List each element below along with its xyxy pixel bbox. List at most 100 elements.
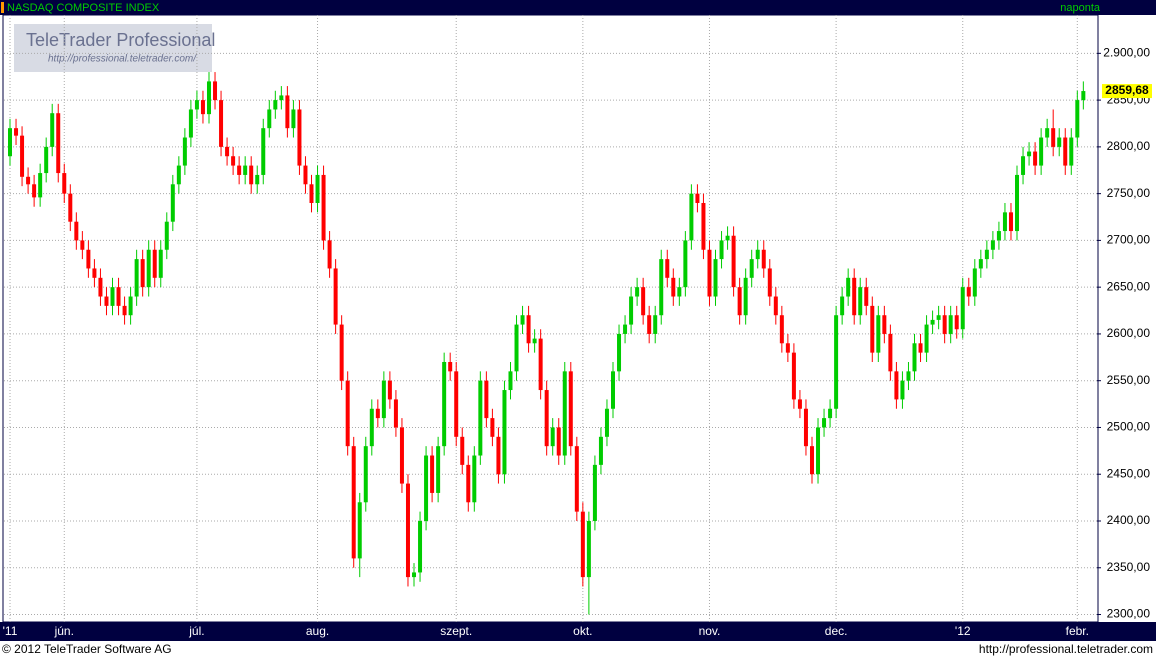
candle-body bbox=[568, 371, 573, 447]
candle-body bbox=[206, 81, 211, 115]
candle-body bbox=[490, 418, 495, 437]
candle-body bbox=[146, 249, 151, 288]
candle-body bbox=[870, 305, 875, 353]
candle-body bbox=[876, 315, 881, 353]
candle-body bbox=[1039, 137, 1044, 166]
candle-body bbox=[1051, 128, 1056, 147]
candle-body bbox=[285, 95, 290, 129]
y-tick-label: 2750,00 bbox=[1107, 186, 1151, 200]
candle-body bbox=[182, 137, 187, 166]
candle-body bbox=[936, 315, 941, 320]
candle-body bbox=[327, 240, 332, 269]
candle-body bbox=[906, 371, 911, 381]
candle-body bbox=[1057, 137, 1062, 147]
candle-body bbox=[840, 296, 845, 316]
last-value-label: 2859,68 bbox=[1105, 83, 1149, 97]
x-tick-label: jún. bbox=[54, 624, 74, 638]
candle-body bbox=[1033, 151, 1038, 166]
candle-body bbox=[689, 193, 694, 241]
candle-body bbox=[375, 408, 380, 419]
candle-body bbox=[303, 165, 308, 185]
candle-body bbox=[701, 202, 706, 250]
candle-body bbox=[454, 371, 459, 437]
candle-body bbox=[478, 380, 483, 456]
top-bar bbox=[0, 0, 1156, 15]
footer-right: http://professional.teletrader.com bbox=[979, 642, 1153, 656]
candle-body bbox=[1021, 156, 1026, 175]
candle-body bbox=[194, 100, 199, 110]
candle-body bbox=[894, 371, 899, 400]
candle-body bbox=[164, 221, 169, 250]
candle-body bbox=[954, 315, 959, 330]
candle-body bbox=[122, 305, 127, 316]
candle-body bbox=[472, 455, 477, 503]
y-tick-label: 2500,00 bbox=[1107, 420, 1151, 434]
footer-left: © 2012 TeleTrader Software AG bbox=[2, 642, 172, 656]
candle-body bbox=[369, 408, 374, 447]
candle-body bbox=[134, 259, 139, 297]
candle-body bbox=[128, 296, 133, 316]
candle-body bbox=[809, 446, 814, 475]
y-tick-label: 2450,00 bbox=[1107, 466, 1151, 480]
candle-body bbox=[170, 184, 175, 222]
candle-body bbox=[393, 399, 398, 428]
candle-body bbox=[26, 176, 31, 185]
grid bbox=[4, 15, 1101, 622]
candles bbox=[8, 72, 1086, 615]
candle-body bbox=[68, 193, 73, 222]
x-tick-label: szept. bbox=[440, 624, 472, 638]
y-tick-label: 2650,00 bbox=[1107, 279, 1151, 293]
candle-body bbox=[924, 324, 929, 353]
candle-body bbox=[466, 464, 471, 503]
candle-body bbox=[448, 361, 453, 372]
candle-body bbox=[460, 436, 465, 465]
candle-body bbox=[56, 113, 61, 174]
candle-body bbox=[978, 259, 983, 269]
candle-body bbox=[50, 113, 55, 147]
candle-body bbox=[418, 520, 423, 573]
candle-body bbox=[822, 418, 827, 428]
candle-body bbox=[526, 315, 531, 344]
candle-body bbox=[653, 315, 658, 334]
candle-body bbox=[580, 511, 585, 578]
candle-body bbox=[972, 268, 977, 297]
candle-body bbox=[363, 446, 368, 503]
y-tick-label: 2.900,00 bbox=[1103, 46, 1150, 60]
candle-body bbox=[297, 109, 302, 166]
candle-body bbox=[544, 390, 549, 447]
candle-body bbox=[249, 165, 254, 185]
candle-body bbox=[779, 315, 784, 344]
candle-body bbox=[834, 315, 839, 409]
candle-body bbox=[816, 427, 821, 475]
chart-title: NASDAQ COMPOSITE INDEX bbox=[7, 2, 160, 14]
y-tick-label: 2800,00 bbox=[1107, 139, 1151, 153]
y-tick-label: 2400,00 bbox=[1107, 513, 1151, 527]
candle-body bbox=[942, 315, 947, 334]
candle-body bbox=[321, 174, 326, 241]
candle-body bbox=[617, 333, 622, 372]
candle-body bbox=[604, 408, 609, 437]
candle-body bbox=[412, 572, 417, 578]
candle-body bbox=[508, 371, 513, 391]
candle-body bbox=[1002, 212, 1007, 232]
candle-body bbox=[399, 427, 404, 484]
candle-body bbox=[74, 221, 79, 241]
candle-body bbox=[152, 249, 157, 278]
candle-body bbox=[629, 296, 634, 325]
candle-body bbox=[291, 109, 296, 129]
candle-body bbox=[683, 240, 688, 288]
candle-body bbox=[791, 352, 796, 400]
candle-body bbox=[442, 361, 447, 447]
candle-body bbox=[960, 287, 965, 330]
candle-body bbox=[333, 268, 338, 325]
candle-body bbox=[707, 249, 712, 297]
candle-body bbox=[743, 277, 748, 316]
candle-body bbox=[713, 259, 718, 297]
candle-body bbox=[623, 324, 628, 334]
x-tick-label: '11 bbox=[3, 624, 18, 638]
candle-body bbox=[846, 277, 851, 297]
candle-body bbox=[641, 287, 646, 316]
candle-body bbox=[339, 324, 344, 381]
candle-body bbox=[659, 259, 664, 316]
